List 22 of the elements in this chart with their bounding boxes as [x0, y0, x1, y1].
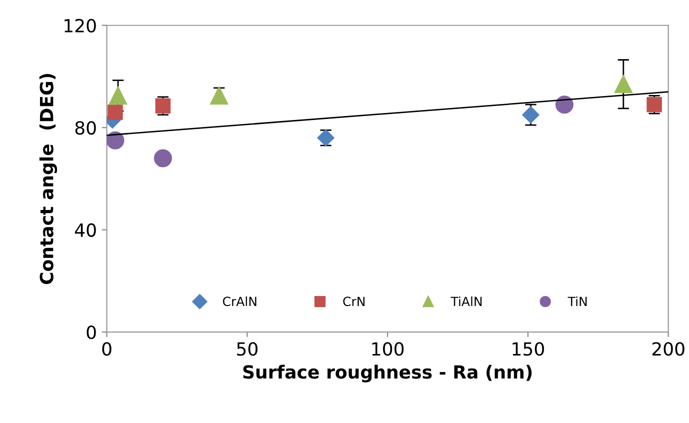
- legend-label: CrAlN: [222, 296, 256, 306]
- legend-label: TiN: [568, 296, 587, 306]
- point: [614, 75, 632, 94]
- y-tick-label: 0: [86, 326, 96, 340]
- legend-label: TiAlN: [450, 296, 482, 306]
- point: [210, 86, 228, 105]
- x-tick-label: 0: [102, 342, 112, 356]
- y-tick-label: 120: [64, 18, 96, 32]
- x-axis-title: Surface roughness - Ra (nm): [243, 364, 532, 382]
- y-axis-title: Contact angle (DEG): [39, 74, 58, 284]
- y-tick-label: 80: [75, 121, 96, 135]
- y-tick-label: 40: [74, 223, 96, 237]
- point: [108, 86, 128, 105]
- x-tick-label: 150: [512, 342, 544, 356]
- point: [154, 149, 172, 168]
- legend-label: CrN: [343, 296, 364, 306]
- point: [106, 131, 124, 150]
- x-tick-label: 50: [237, 342, 258, 356]
- x-tick-label: 200: [652, 342, 684, 356]
- point: [555, 96, 574, 114]
- x-tick-label: 100: [372, 342, 404, 356]
- point: [108, 104, 123, 120]
